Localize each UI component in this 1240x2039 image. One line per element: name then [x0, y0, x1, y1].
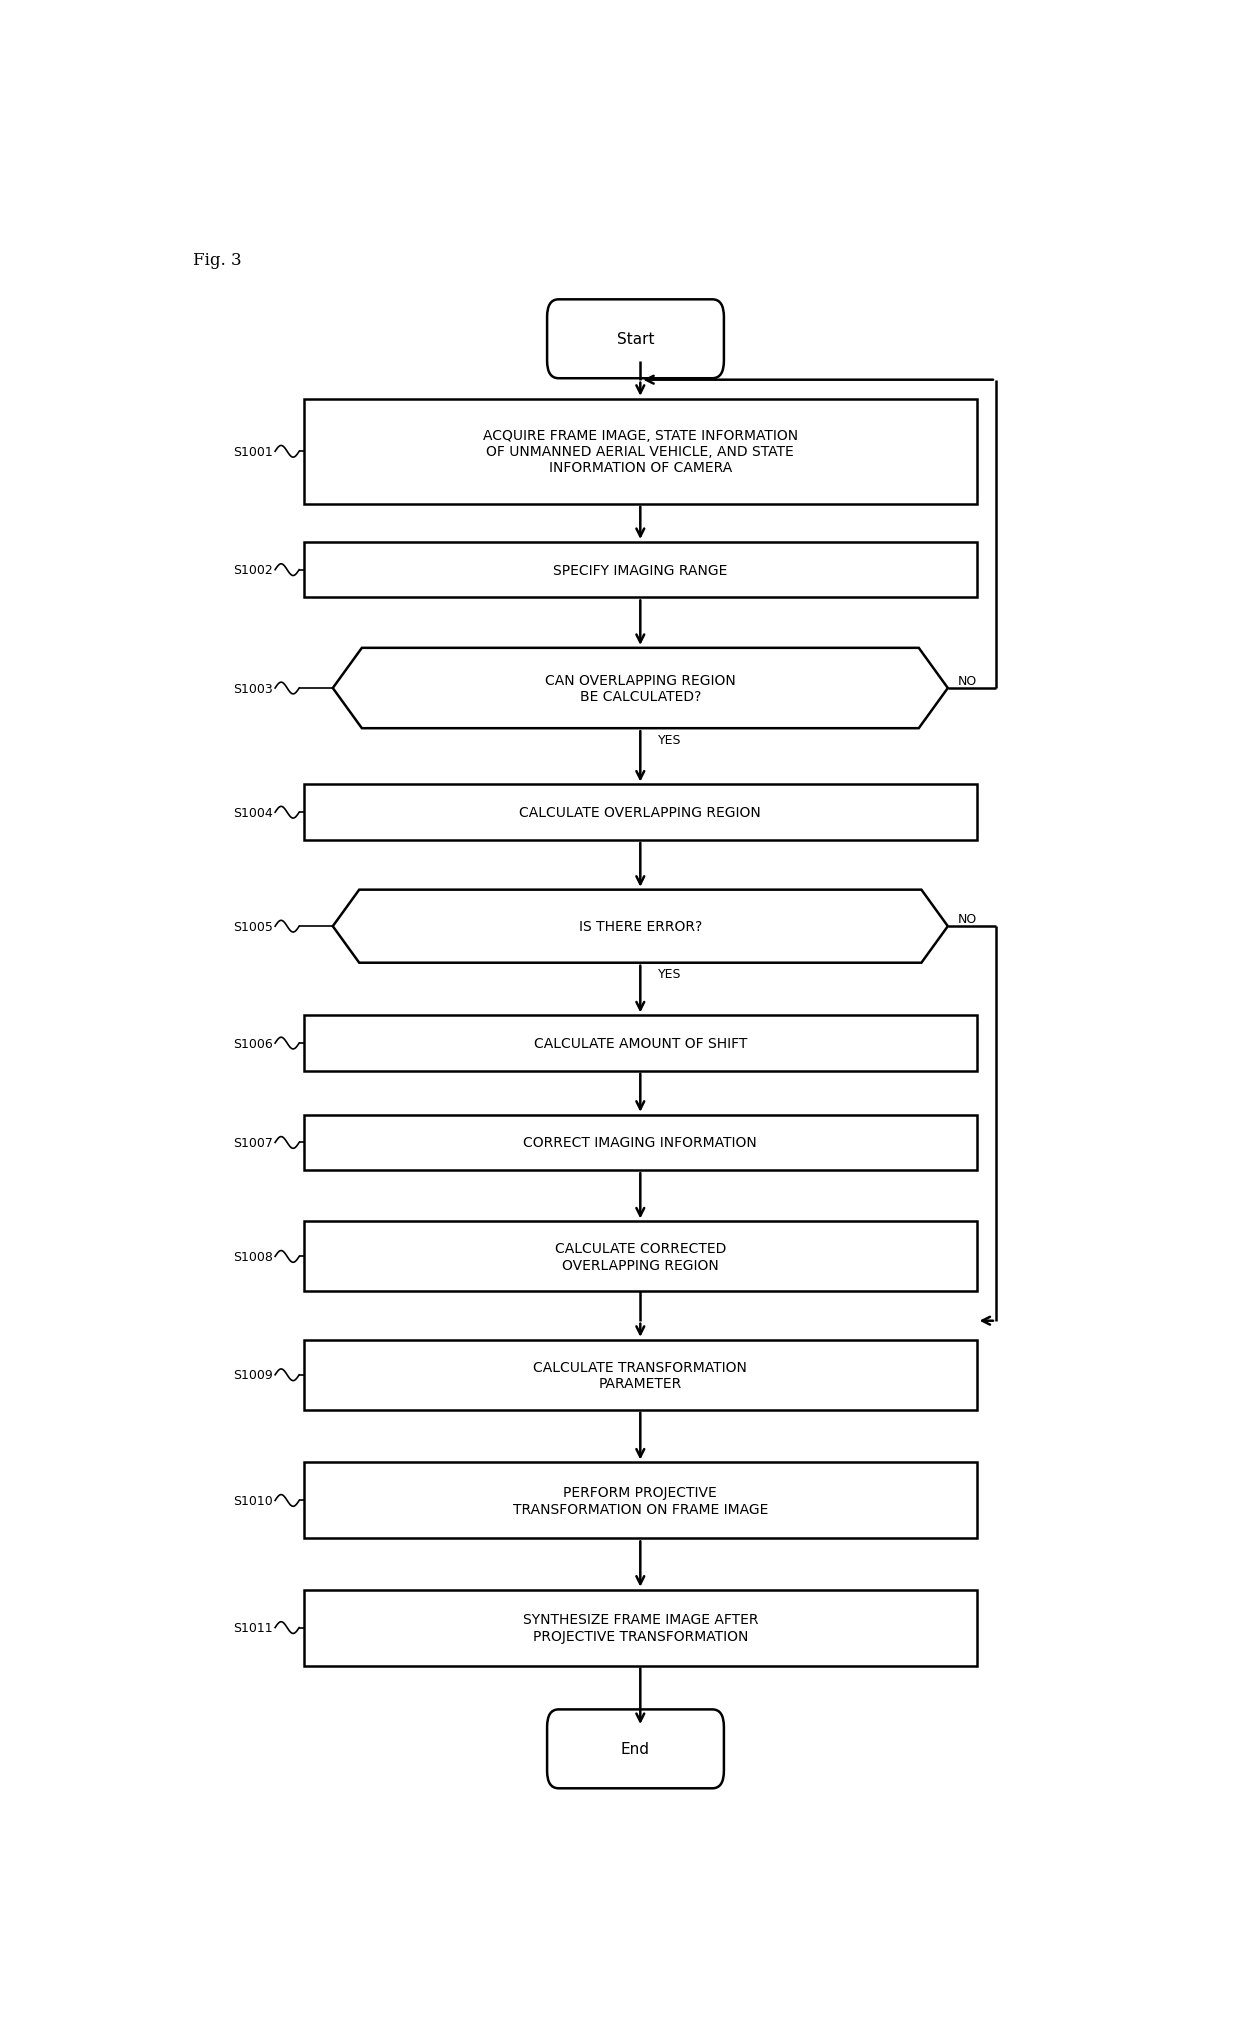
Text: YES: YES	[657, 969, 681, 981]
Bar	[304, 542, 977, 597]
Text: IS THERE ERROR?: IS THERE ERROR?	[579, 920, 702, 934]
Bar	[304, 1221, 977, 1293]
Text: NO: NO	[957, 913, 977, 926]
Text: S1001: S1001	[233, 447, 273, 459]
FancyBboxPatch shape	[547, 1709, 724, 1788]
Text: ACQUIRE FRAME IMAGE, STATE INFORMATION
OF UNMANNED AERIAL VEHICLE, AND STATE
INF: ACQUIRE FRAME IMAGE, STATE INFORMATION O…	[482, 428, 797, 475]
Text: S1011: S1011	[233, 1621, 273, 1635]
Text: Fig. 3: Fig. 3	[193, 253, 242, 269]
Text: SPECIFY IMAGING RANGE: SPECIFY IMAGING RANGE	[553, 563, 728, 577]
Text: CALCULATE TRANSFORMATION
PARAMETER: CALCULATE TRANSFORMATION PARAMETER	[533, 1360, 748, 1391]
Text: S1009: S1009	[233, 1368, 273, 1382]
Bar	[304, 400, 977, 504]
Text: S1004: S1004	[233, 805, 273, 820]
Text: SYNTHESIZE FRAME IMAGE AFTER
PROJECTIVE TRANSFORMATION: SYNTHESIZE FRAME IMAGE AFTER PROJECTIVE …	[522, 1613, 758, 1643]
Text: S1005: S1005	[233, 920, 273, 934]
Text: YES: YES	[657, 734, 681, 746]
Text: End: End	[621, 1741, 650, 1756]
Text: S1002: S1002	[233, 565, 273, 577]
Bar	[304, 785, 977, 840]
Text: S1010: S1010	[233, 1495, 273, 1507]
Text: CALCULATE AMOUNT OF SHIFT: CALCULATE AMOUNT OF SHIFT	[533, 1036, 746, 1050]
FancyBboxPatch shape	[547, 300, 724, 379]
Text: Start: Start	[616, 332, 655, 347]
Text: S1008: S1008	[233, 1250, 273, 1264]
Bar	[304, 1115, 977, 1170]
Polygon shape	[332, 891, 947, 962]
Bar	[304, 1015, 977, 1070]
Bar	[304, 1340, 977, 1411]
Bar	[304, 1462, 977, 1539]
Text: CAN OVERLAPPING REGION
BE CALCULATED?: CAN OVERLAPPING REGION BE CALCULATED?	[544, 673, 735, 703]
Text: CALCULATE OVERLAPPING REGION: CALCULATE OVERLAPPING REGION	[520, 805, 761, 820]
Polygon shape	[332, 648, 947, 728]
Text: S1007: S1007	[233, 1136, 273, 1150]
Text: S1003: S1003	[233, 683, 273, 695]
Text: S1006: S1006	[233, 1038, 273, 1050]
Text: CORRECT IMAGING INFORMATION: CORRECT IMAGING INFORMATION	[523, 1136, 758, 1150]
Text: CALCULATE CORRECTED
OVERLAPPING REGION: CALCULATE CORRECTED OVERLAPPING REGION	[554, 1242, 725, 1272]
Bar	[304, 1590, 977, 1666]
Text: NO: NO	[957, 675, 977, 687]
Text: PERFORM PROJECTIVE
TRANSFORMATION ON FRAME IMAGE: PERFORM PROJECTIVE TRANSFORMATION ON FRA…	[512, 1486, 768, 1515]
